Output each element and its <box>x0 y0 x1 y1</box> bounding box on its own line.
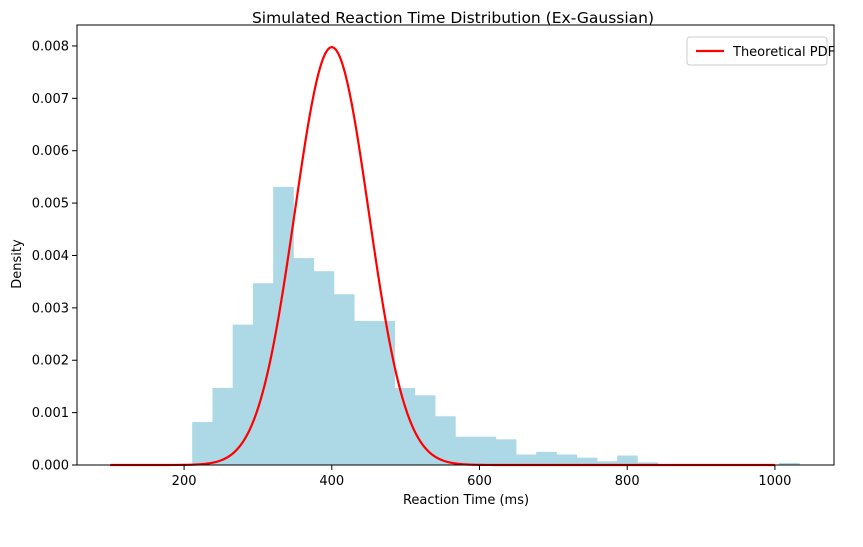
histogram-bar <box>293 258 315 465</box>
histogram-bar <box>394 388 416 465</box>
histogram-bar <box>475 436 497 465</box>
x-tick-label: 200 <box>172 474 197 489</box>
histogram-bar <box>374 320 395 465</box>
histogram-bar <box>435 416 456 465</box>
x-axis-ticks: 200 400 600 800 1000 <box>172 465 791 489</box>
histogram-bars <box>192 186 800 465</box>
histogram-bar <box>252 283 274 465</box>
histogram-bar <box>637 462 659 465</box>
chart-title: Simulated Reaction Time Distribution (Ex… <box>252 9 654 27</box>
x-tick-label: 400 <box>319 474 344 489</box>
histogram-bar <box>779 462 800 465</box>
y-tick-label: 0.002 <box>32 354 69 369</box>
legend: Theoretical PDF <box>686 36 835 66</box>
histogram-bar <box>576 457 598 465</box>
legend-box <box>686 36 828 66</box>
y-tick-label: 0.006 <box>32 144 69 159</box>
histogram-bar <box>354 320 375 465</box>
histogram-bar <box>536 451 557 465</box>
histogram-bar <box>556 454 578 465</box>
histogram-bar <box>333 294 355 465</box>
y-tick-label: 0.005 <box>32 197 69 212</box>
histogram-bar <box>455 436 476 465</box>
histogram-bar <box>495 439 517 465</box>
y-tick-label: 0.003 <box>32 301 69 316</box>
y-tick-label: 0.007 <box>32 92 69 107</box>
x-axis-label: Reaction Time (ms) <box>403 493 529 508</box>
histogram-bar <box>313 271 335 465</box>
histogram-bar <box>212 388 234 465</box>
histogram-bar <box>617 455 638 465</box>
histogram-bar <box>515 454 537 465</box>
x-tick-label: 600 <box>467 474 492 489</box>
histogram-bar <box>596 461 618 465</box>
y-tick-label: 0.000 <box>32 459 69 474</box>
x-tick-label: 1000 <box>758 474 791 489</box>
y-tick-label: 0.008 <box>32 39 69 54</box>
y-tick-label: 0.001 <box>32 406 69 421</box>
histogram-bar <box>414 395 436 465</box>
legend-label: Theoretical PDF <box>732 45 835 60</box>
plot-frame <box>76 24 835 466</box>
x-tick-label: 800 <box>615 474 640 489</box>
y-axis-ticks: 0.000 0.001 0.002 0.003 0.004 0.005 0.006 0.007… <box>32 39 77 474</box>
y-axis-label: Density <box>10 239 25 289</box>
histogram-bar <box>192 422 213 465</box>
histogram-bar <box>232 324 254 465</box>
y-tick-label: 0.004 <box>32 249 69 264</box>
